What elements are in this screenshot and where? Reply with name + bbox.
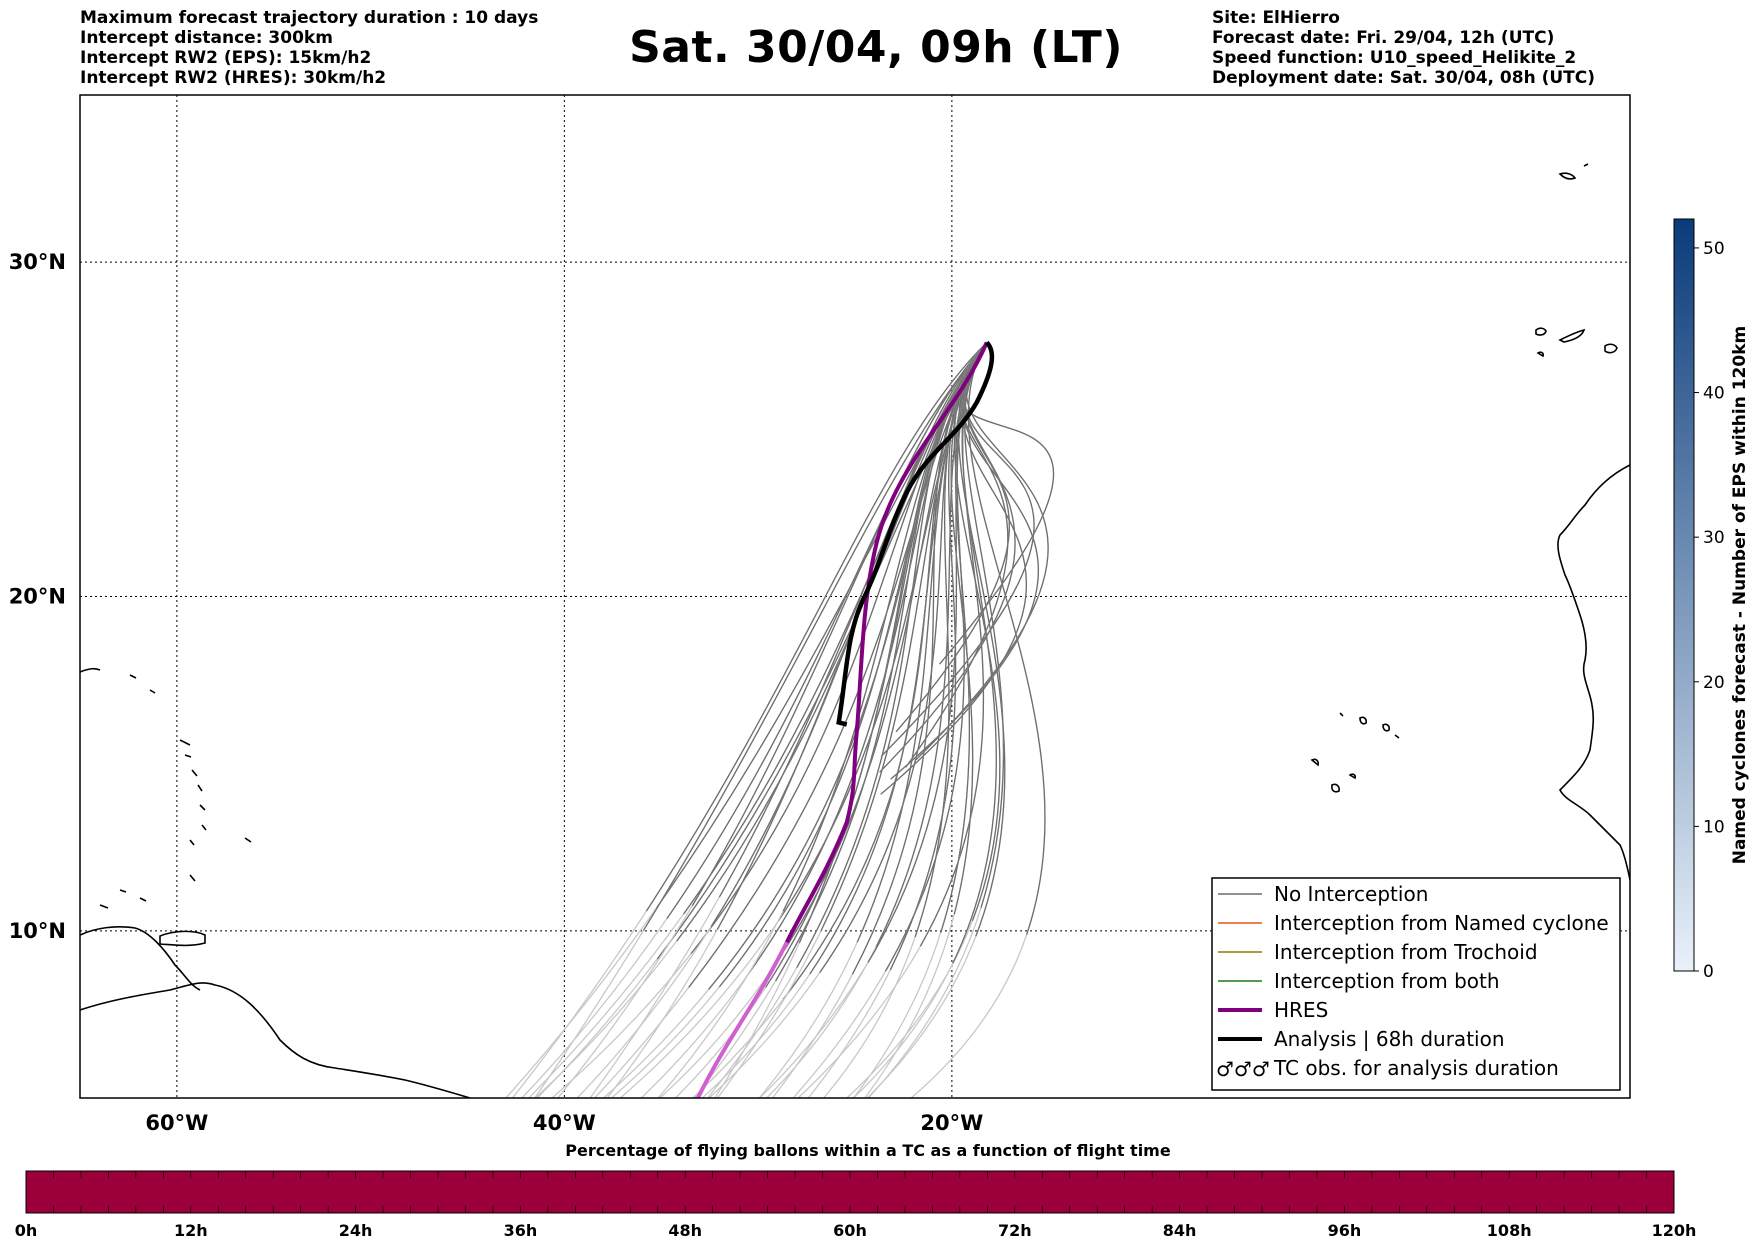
- eps-trajectory: [576, 341, 988, 1098]
- eps-trajectory: [512, 341, 988, 1098]
- map-frame: [79, 94, 1631, 1099]
- analysis-trajectory: [836, 340, 995, 727]
- bottom-tick-label: 84h: [1163, 1221, 1197, 1240]
- eps-trajectory: [557, 341, 988, 1098]
- lat-label: 20°N: [9, 585, 66, 609]
- coastlines: [80, 163, 1630, 1098]
- legend-label: TC obs. for analysis duration: [1273, 1056, 1559, 1080]
- eps-trajectory: [910, 342, 1046, 1098]
- header-right-line-1: Site: ElHierro: [1212, 8, 1340, 28]
- header-right-line-4: Deployment date: Sat. 30/04, 08h (UTC): [1212, 68, 1596, 88]
- legend-label: Interception from Named cyclone: [1274, 911, 1609, 935]
- coast-cape-verde: [1310, 712, 1400, 793]
- eps-trajectory: [880, 342, 1035, 757]
- eps-trajectory: [823, 341, 988, 1098]
- lon-label: 60°W: [145, 1111, 208, 1135]
- bottom-tick-label: 36h: [504, 1221, 538, 1240]
- header-right-info: Site: ElHierro Forecast date: Fri. 29/04…: [1212, 8, 1595, 88]
- lat-label: 10°N: [9, 919, 66, 943]
- eps-trajectory: [758, 342, 988, 1098]
- colorbar-right-label: Named cyclones forecast - Number of EPS …: [1730, 326, 1750, 865]
- header-left-line-3: Intercept RW2 (EPS): 15km/h2: [80, 48, 372, 68]
- coast-madeira: [1558, 163, 1589, 180]
- coast-puerto-rico: [80, 667, 101, 673]
- colorbar-tick-label: 10: [1703, 817, 1725, 837]
- bottom-tick-label: 24h: [339, 1221, 373, 1240]
- legend-label: Interception from both: [1274, 969, 1500, 993]
- coast-caribbean-islands: [99, 674, 252, 909]
- legend-frame: [1211, 877, 1621, 1091]
- coast-venezuela-north: [80, 926, 201, 991]
- eps-trajectory: [692, 342, 988, 1098]
- header-right-line-2: Forecast date: Fri. 29/04, 12h (UTC): [1212, 28, 1555, 48]
- header-left-line-1: Maximum forecast trajectory duration : 1…: [80, 8, 539, 28]
- coast-canary-islands: [1535, 327, 1618, 358]
- legend-label: Interception from Trochoid: [1274, 940, 1538, 964]
- coast-trinidad: [159, 930, 206, 947]
- legend-label: Analysis | 68h duration: [1274, 1027, 1505, 1051]
- eps-trajectory: [864, 342, 988, 1098]
- legend-item: Interception from Named cyclone: [1218, 911, 1609, 935]
- eps-trajectory: [772, 342, 988, 1098]
- hres-trajectory: [784, 341, 989, 944]
- coast-africa: [1557, 464, 1630, 881]
- bottom-tick-label: 60h: [833, 1221, 867, 1240]
- bottom-tick-label: 120h: [1652, 1221, 1697, 1240]
- colorbar-tick-label: 30: [1703, 528, 1725, 548]
- eps-trajectory: [534, 341, 988, 1098]
- legend-label: HRES: [1274, 998, 1328, 1022]
- lon-label: 40°W: [533, 1111, 596, 1135]
- eps-trajectory: [792, 342, 988, 1098]
- graticule: 60°W 40°W 20°W 10°N 20°N 30°N: [9, 95, 1630, 1135]
- header-left-line-2: Intercept distance: 300km: [80, 28, 333, 48]
- eps-trajectory: [589, 342, 988, 1098]
- colorbar-tick-label: 20: [1703, 673, 1725, 693]
- bottom-tick-label: 0h: [15, 1221, 38, 1240]
- bottom-tick-label: 108h: [1487, 1221, 1532, 1240]
- lon-label: 20°W: [920, 1111, 983, 1135]
- eps-trajectory: [853, 342, 997, 1098]
- header-left-line-4: Intercept RW2 (HRES): 30km/h2: [80, 68, 387, 88]
- tc-obs-symbol: ♂♂♂: [1216, 1057, 1270, 1081]
- bottom-tick-label: 48h: [668, 1221, 702, 1240]
- legend-item: ♂♂♂ TC obs. for analysis duration: [1216, 1056, 1559, 1081]
- legend-item: No Interception: [1218, 882, 1428, 906]
- eps-trajectory: [866, 341, 1006, 1098]
- header-right-line-3: Speed function: U10_speed_Helikite_2: [1212, 48, 1577, 68]
- hres-trajectory-late: [695, 941, 789, 1098]
- legend-item: Interception from both: [1218, 969, 1500, 993]
- lat-label: 30°N: [9, 250, 66, 274]
- header-left-info: Maximum forecast trajectory duration : 1…: [80, 8, 538, 88]
- colorbar-tick-label: 0: [1703, 962, 1714, 982]
- bottom-tick-label: 96h: [1328, 1221, 1362, 1240]
- legend-item: HRES: [1218, 998, 1328, 1022]
- bottom-tick-label: 12h: [174, 1221, 208, 1240]
- bottom-colorbar: Percentage of flying ballons within a TC…: [15, 1141, 1697, 1240]
- colorbar-tick-label: 50: [1703, 239, 1725, 259]
- colorbar-right-bar: [1673, 218, 1695, 972]
- bottom-colorbar-title: Percentage of flying ballons within a TC…: [565, 1141, 1171, 1160]
- legend-box: No Interception Interception from Named c…: [1211, 877, 1621, 1091]
- colorbar-tick-label: 40: [1703, 384, 1725, 404]
- legend-label: No Interception: [1274, 882, 1428, 906]
- coast-south-america: [80, 982, 471, 1098]
- legend-item: Interception from Trochoid: [1218, 940, 1538, 964]
- legend-item: Analysis | 68h duration: [1218, 1027, 1505, 1051]
- bottom-tick-label: 72h: [998, 1221, 1032, 1240]
- main-title: Sat. 30/04, 09h (LT): [629, 22, 1123, 73]
- colorbar-right: 0 10 20 30 40 50 Named cyclones forecast - Nu…: [1673, 218, 1750, 982]
